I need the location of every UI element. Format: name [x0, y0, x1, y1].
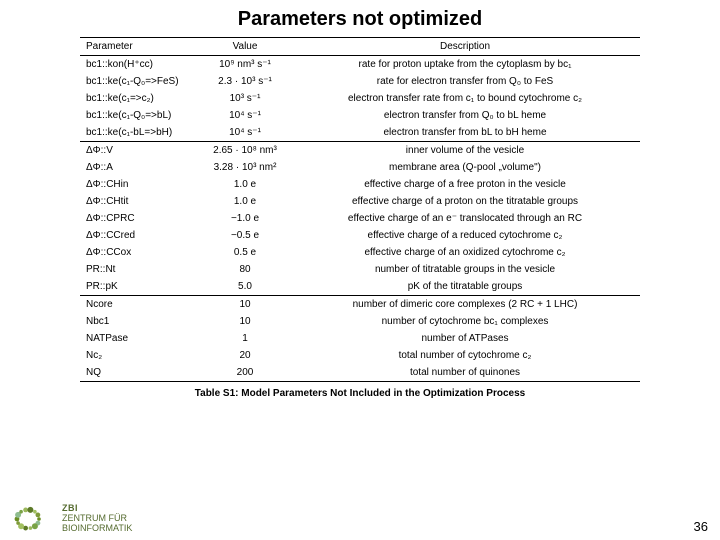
table-row: ΔΦ::CHtit1.0 eeffective charge of a prot… [80, 193, 640, 210]
table-row: Ncore10number of dimeric core complexes … [80, 296, 640, 314]
table-row: ΔΦ::CCox0.5 eeffective charge of an oxid… [80, 244, 640, 261]
cell-value: 2.3 · 10³ s⁻¹ [200, 73, 290, 90]
table-header-row: Parameter Value Description [80, 38, 640, 56]
cell-description: electron transfer rate from c₁ to bound … [290, 90, 640, 107]
cell-description: electron transfer from bL to bH heme [290, 124, 640, 142]
cell-value: 2.65 · 10⁸ nm³ [200, 142, 290, 160]
cell-value: 200 [200, 364, 290, 382]
cell-value: 1 [200, 330, 290, 347]
cell-parameter: ΔΦ::CCred [80, 227, 200, 244]
cell-parameter: NATPase [80, 330, 200, 347]
cell-parameter: bc1::ke(c₁-Q₀=>bL) [80, 107, 200, 124]
table-row: ΔΦ::A3.28 · 10³ nm²membrane area (Q-pool… [80, 159, 640, 176]
table-row: PR::pK5.0pK of the titratable groups [80, 278, 640, 296]
table-row: bc1::ke(c₁=>c₂)10³ s⁻¹electron transfer … [80, 90, 640, 107]
zbi-logo: ZBI ZENTRUM FÜR BIOINFORMATIK [12, 504, 132, 534]
cell-value: 1.0 e [200, 193, 290, 210]
table-row: ΔΦ::CPRC−1.0 eeffective charge of an e⁻ … [80, 210, 640, 227]
table-row: ΔΦ::V2.65 · 10⁸ nm³inner volume of the v… [80, 142, 640, 160]
cell-description: effective charge of a reduced cytochrome… [290, 227, 640, 244]
page-title: Parameters not optimized [0, 0, 720, 31]
logo-text: ZBI ZENTRUM FÜR BIOINFORMATIK [62, 504, 132, 534]
cell-description: number of cytochrome bc₁ complexes [290, 313, 640, 330]
col-header-description: Description [290, 38, 640, 56]
table-row: NATPase1number of ATPases [80, 330, 640, 347]
table-row: bc1::ke(c₁-Q₀=>FeS)2.3 · 10³ s⁻¹rate for… [80, 73, 640, 90]
cell-description: number of ATPases [290, 330, 640, 347]
table-row: ΔΦ::CHin1.0 eeffective charge of a free … [80, 176, 640, 193]
cell-parameter: Ncore [80, 296, 200, 314]
table-row: bc1::kon(H⁺cc)10⁹ nm³ s⁻¹rate for proton… [80, 56, 640, 74]
cell-value: 1.0 e [200, 176, 290, 193]
table-row: ΔΦ::CCred−0.5 eeffective charge of a red… [80, 227, 640, 244]
col-header-parameter: Parameter [80, 38, 200, 56]
logo-sub2: BIOINFORMATIK [62, 524, 132, 534]
cell-parameter: ΔΦ::CHin [80, 176, 200, 193]
table-row: NQ200total number of quinones [80, 364, 640, 382]
cell-value: 10⁴ s⁻¹ [200, 107, 290, 124]
page-number: 36 [694, 519, 708, 534]
cell-value: 10⁴ s⁻¹ [200, 124, 290, 142]
cell-parameter: PR::Nt [80, 261, 200, 278]
table-row: bc1::ke(c₁-Q₀=>bL)10⁴ s⁻¹electron transf… [80, 107, 640, 124]
cell-parameter: NQ [80, 364, 200, 382]
cell-value: 10⁹ nm³ s⁻¹ [200, 56, 290, 74]
table-row: Nbc110number of cytochrome bc₁ complexes [80, 313, 640, 330]
table-row: Nc₂20total number of cytochrome c₂ [80, 347, 640, 364]
cell-value: −0.5 e [200, 227, 290, 244]
cell-description: pK of the titratable groups [290, 278, 640, 296]
cell-description: electron transfer from Q₀ to bL heme [290, 107, 640, 124]
cell-parameter: ΔΦ::A [80, 159, 200, 176]
cell-description: rate for electron transfer from Q₀ to Fe… [290, 73, 640, 90]
cell-description: effective charge of a proton on the titr… [290, 193, 640, 210]
cell-description: effective charge of a free proton in the… [290, 176, 640, 193]
parameters-table: Parameter Value Description bc1::kon(H⁺c… [80, 37, 640, 382]
logo-icon [12, 504, 56, 534]
cell-description: number of titratable groups in the vesic… [290, 261, 640, 278]
table-row: bc1::ke(c₁-bL=>bH)10⁴ s⁻¹electron transf… [80, 124, 640, 142]
col-header-value: Value [200, 38, 290, 56]
cell-value: 3.28 · 10³ nm² [200, 159, 290, 176]
cell-description: membrane area (Q-pool „volume") [290, 159, 640, 176]
cell-parameter: ΔΦ::CPRC [80, 210, 200, 227]
cell-value: 10 [200, 296, 290, 314]
cell-parameter: bc1::kon(H⁺cc) [80, 56, 200, 74]
cell-description: effective charge of an e⁻ translocated t… [290, 210, 640, 227]
cell-description: number of dimeric core complexes (2 RC +… [290, 296, 640, 314]
cell-parameter: ΔΦ::V [80, 142, 200, 160]
cell-parameter: bc1::ke(c₁-bL=>bH) [80, 124, 200, 142]
cell-parameter: ΔΦ::CHtit [80, 193, 200, 210]
cell-description: rate for proton uptake from the cytoplas… [290, 56, 640, 74]
table-row: PR::Nt80number of titratable groups in t… [80, 261, 640, 278]
cell-value: −1.0 e [200, 210, 290, 227]
cell-description: total number of cytochrome c₂ [290, 347, 640, 364]
cell-value: 10 [200, 313, 290, 330]
cell-value: 20 [200, 347, 290, 364]
cell-description: effective charge of an oxidized cytochro… [290, 244, 640, 261]
parameters-table-wrap: Parameter Value Description bc1::kon(H⁺c… [80, 37, 640, 399]
cell-parameter: Nc₂ [80, 347, 200, 364]
cell-parameter: ΔΦ::CCox [80, 244, 200, 261]
cell-value: 5.0 [200, 278, 290, 296]
cell-description: inner volume of the vesicle [290, 142, 640, 160]
cell-value: 80 [200, 261, 290, 278]
cell-parameter: PR::pK [80, 278, 200, 296]
cell-parameter: bc1::ke(c₁-Q₀=>FeS) [80, 73, 200, 90]
cell-value: 10³ s⁻¹ [200, 90, 290, 107]
cell-value: 0.5 e [200, 244, 290, 261]
cell-parameter: Nbc1 [80, 313, 200, 330]
footer: ZBI ZENTRUM FÜR BIOINFORMATIK 36 [12, 504, 708, 534]
table-caption: Table S1: Model Parameters Not Included … [80, 388, 640, 399]
cell-parameter: bc1::ke(c₁=>c₂) [80, 90, 200, 107]
cell-description: total number of quinones [290, 364, 640, 382]
